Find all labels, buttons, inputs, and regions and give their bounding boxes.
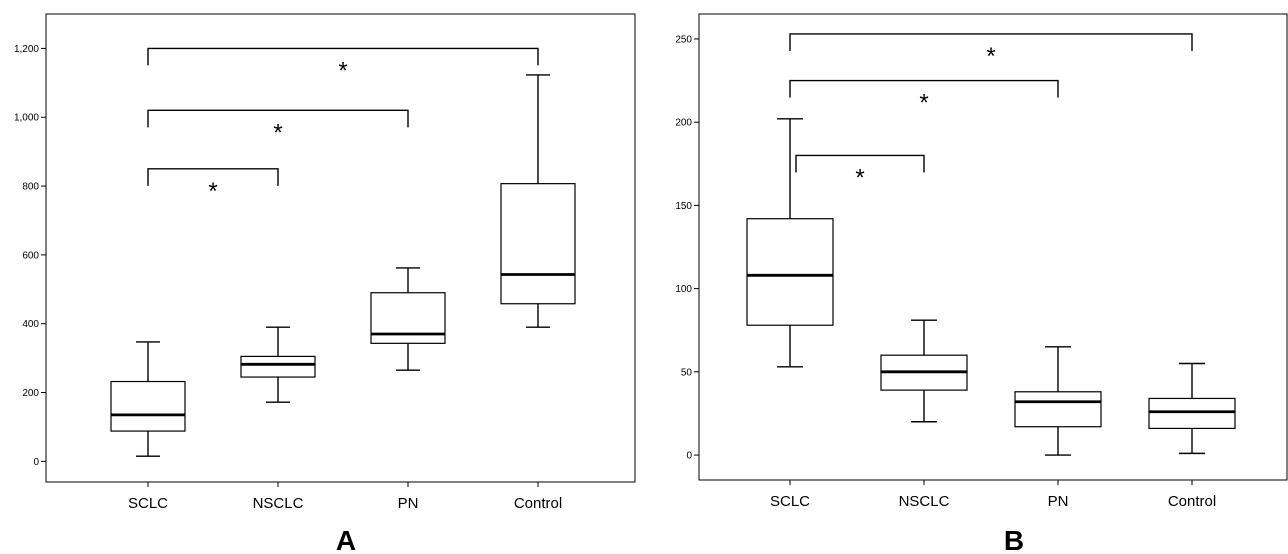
bracket-line — [147, 168, 279, 186]
y-tick-label: 200 — [22, 388, 39, 399]
y-tick-label: 100 — [675, 284, 692, 295]
y-tick-label: 800 — [22, 182, 39, 193]
category-label-nsclc: NSCLC — [899, 493, 950, 510]
category-label-nsclc: NSCLC — [253, 495, 304, 512]
significance-bracket: * — [795, 154, 925, 191]
significance-bracket: * — [789, 79, 1059, 117]
category-label-control: Control — [1168, 493, 1216, 510]
category-label-control: Control — [514, 495, 562, 512]
interquartile-box — [1014, 391, 1102, 428]
bracket-line — [789, 79, 1059, 98]
y-tick-label: 1,000 — [14, 113, 39, 124]
box-pn — [370, 267, 446, 371]
bracket-line — [147, 47, 539, 66]
box-nsclc — [880, 319, 968, 423]
panel-label: B — [1004, 525, 1024, 554]
significance-star: * — [919, 90, 928, 117]
category-label-pn: PN — [398, 495, 419, 512]
category-label-sclc: SCLC — [128, 495, 168, 512]
interquartile-box — [500, 183, 576, 305]
significance-bracket: * — [147, 168, 279, 205]
y-tick-label: 150 — [675, 201, 692, 212]
y-tick-label: 1,200 — [14, 44, 39, 55]
box-sclc — [746, 118, 834, 368]
interquartile-box — [1148, 397, 1236, 430]
bracket-line — [795, 154, 925, 173]
interquartile-box — [370, 292, 446, 344]
y-tick-label: 50 — [681, 367, 693, 378]
significance-star: * — [986, 43, 995, 70]
significance-bracket: * — [147, 47, 539, 84]
box-nsclc — [240, 326, 316, 403]
significance-star: * — [855, 164, 864, 191]
panel-b: 0 50 100 150 200 250 SCLC NSCLC PN Control * * * B — [675, 13, 1288, 554]
y-tick-label: 600 — [22, 250, 39, 261]
box-control — [500, 74, 576, 328]
interquartile-box — [110, 380, 186, 432]
category-label-sclc: SCLC — [770, 493, 810, 510]
y-tick-label: 0 — [33, 457, 39, 468]
significance-star: * — [273, 119, 282, 146]
category-label-pn: PN — [1048, 493, 1069, 510]
box-control — [1148, 362, 1236, 455]
bracket-line — [147, 109, 409, 128]
interquartile-box — [746, 218, 834, 326]
significance-bracket: * — [147, 109, 409, 146]
significance-star: * — [208, 178, 217, 205]
plot-frame — [45, 13, 636, 483]
panel-label: A — [336, 525, 356, 554]
significance-bracket: * — [789, 33, 1193, 70]
box-pn — [1014, 346, 1102, 456]
bracket-line — [789, 33, 1193, 51]
panel-a: 0 200 400 600 800 1,000 1,200 SCLC NSCLC PN Contro… — [14, 13, 636, 554]
interquartile-box — [240, 355, 316, 378]
y-tick-label: 400 — [22, 319, 39, 330]
plot-frame — [698, 13, 1288, 481]
box-sclc — [110, 341, 186, 457]
significance-star: * — [338, 57, 347, 84]
y-tick-label: 200 — [675, 118, 692, 129]
y-tick-label: 250 — [675, 34, 692, 45]
y-tick-label: 0 — [686, 451, 692, 462]
